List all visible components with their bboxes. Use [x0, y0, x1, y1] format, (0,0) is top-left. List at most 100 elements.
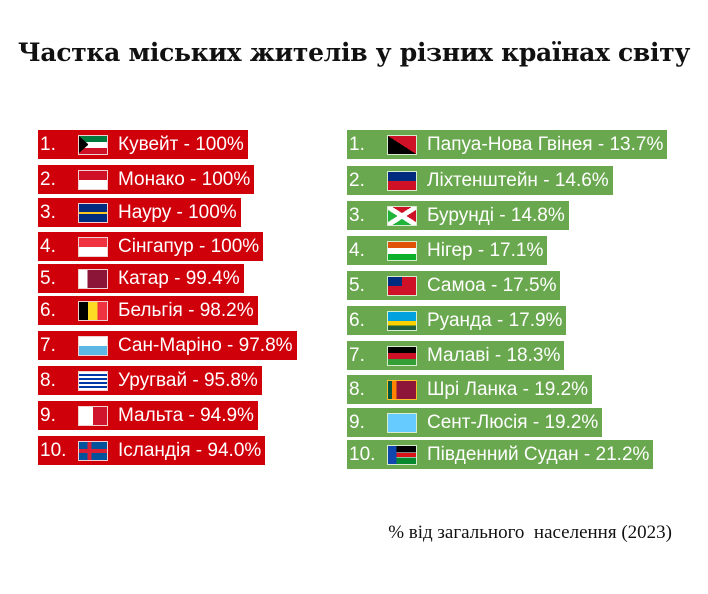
rank: 1.	[40, 133, 56, 155]
country-name: Сан-Маріно	[118, 334, 222, 356]
footnote: % від загального населення (2023)	[388, 522, 672, 543]
urban-share: 97.8%	[238, 334, 293, 356]
flag-ws-icon	[387, 275, 417, 296]
rank: 4.	[349, 239, 365, 261]
urban-share: 95.8%	[203, 369, 258, 391]
urban-share: 17.5%	[502, 274, 557, 296]
list-item: 6. Бельгія - 98.2%	[38, 296, 258, 325]
list-item: 3. Науру - 100%	[38, 198, 241, 227]
urban-share: 98.2%	[199, 299, 254, 321]
list-item: 9. Мальта - 94.9%	[38, 401, 258, 430]
flag-qa-icon	[78, 268, 108, 289]
rank: 2.	[40, 168, 56, 190]
flag-is-icon	[78, 440, 108, 461]
urban-share: 99.4%	[185, 267, 240, 289]
country-name: Кувейт	[118, 133, 179, 155]
flag-lk-icon	[387, 379, 417, 400]
urban-share: 94.9%	[200, 404, 254, 426]
urban-share: 19.2%	[534, 378, 589, 400]
rank: 10.	[40, 439, 67, 461]
page-title: Частка міських жителів у різних країнах …	[17, 38, 691, 67]
country-name: Шрі Ланка	[427, 378, 518, 400]
country-label: Сент-Люсія - 19.2%	[427, 411, 599, 433]
list-item: 2. Ліхтенштейн - 14.6%	[347, 166, 613, 195]
country-name: Південний Судан	[427, 443, 579, 465]
country-label: Сінгапур - 100%	[118, 235, 260, 257]
rank: 5.	[40, 267, 56, 289]
country-label: Руанда - 17.9%	[427, 309, 563, 331]
rank: 10.	[349, 443, 376, 465]
flag-sm-icon	[78, 335, 108, 356]
country-name: Бурунді	[427, 204, 494, 226]
country-name: Нігер	[427, 239, 473, 261]
country-name: Сінгапур	[118, 235, 194, 257]
urban-share: 21.2%	[595, 443, 650, 465]
rank: 7.	[40, 334, 56, 356]
country-label: Ліхтенштейн - 14.6%	[427, 169, 609, 191]
country-name: Малаві	[427, 344, 490, 366]
country-name: Мальта	[118, 404, 184, 426]
list-item: 9. Сент-Люсія - 19.2%	[347, 408, 603, 437]
list-item: 8. Уругвай - 95.8%	[38, 366, 262, 395]
country-label: Науру - 100%	[118, 201, 237, 223]
rank: 2.	[349, 169, 365, 191]
rank: 5.	[349, 274, 365, 296]
urban-share: 14.8%	[510, 204, 565, 226]
rank: 7.	[349, 344, 365, 366]
urban-share: 100%	[195, 133, 244, 155]
country-name: Ісландія	[118, 439, 191, 461]
country-label: Бельгія - 98.2%	[118, 299, 254, 321]
country-name: Самоа	[427, 274, 486, 296]
rank: 3.	[349, 204, 365, 226]
country-label: Бурунді - 14.8%	[427, 204, 565, 226]
urban-share: 94.0%	[207, 439, 262, 461]
country-label: Кувейт - 100%	[118, 133, 244, 155]
list-item: 7. Малаві - 18.3%	[347, 341, 565, 370]
country-label: Південний Судан - 21.2%	[427, 443, 650, 465]
flag-sg-icon	[78, 236, 108, 257]
urban-share: 100%	[210, 235, 260, 257]
country-label: Уругвай - 95.8%	[118, 369, 258, 391]
urban-share: 14.6%	[554, 169, 609, 191]
urban-share: 100%	[188, 201, 237, 223]
rank: 9.	[349, 411, 365, 433]
country-label: Мальта - 94.9%	[118, 404, 254, 426]
country-label: Катар - 99.4%	[118, 267, 240, 289]
country-label: Монако - 100%	[118, 168, 251, 190]
country-name: Науру	[118, 201, 172, 223]
flag-uy-icon	[78, 370, 108, 391]
rank: 1.	[349, 133, 365, 155]
rank: 4.	[40, 235, 56, 257]
urban-share: 18.3%	[506, 344, 561, 366]
list-item: 1. Кувейт - 100%	[38, 130, 248, 159]
list-item: 8. Шрі Ланка - 19.2%	[347, 375, 593, 404]
urban-share: 17.1%	[489, 239, 544, 261]
country-name: Папуа-Нова Гвінея	[427, 133, 593, 155]
list-item: 3. Бурунді - 14.8%	[347, 201, 569, 230]
country-label: Шрі Ланка - 19.2%	[427, 378, 589, 400]
list-item: 7. Сан-Маріно - 97.8%	[38, 331, 297, 360]
flag-pg-icon	[387, 134, 417, 155]
country-name: Катар	[118, 267, 169, 289]
flag-lc-icon	[387, 412, 417, 433]
urban-share: 19.2%	[544, 411, 599, 433]
list-item: 10. Південний Судан - 21.2%	[347, 440, 654, 469]
flag-mt-icon	[78, 405, 108, 426]
urban-share: 17.9%	[508, 309, 563, 331]
list-item: 10. Ісландія - 94.0%	[38, 436, 266, 465]
flag-rw-icon	[387, 310, 417, 331]
rank: 8.	[349, 378, 365, 400]
flag-nr-icon	[78, 202, 108, 223]
list-item: 1. Папуа-Нова Гвінея - 13.7%	[347, 130, 668, 159]
country-name: Уругвай	[118, 369, 188, 391]
list-item: 4. Нігер - 17.1%	[347, 236, 548, 265]
country-name: Руанда	[427, 309, 492, 331]
flag-bi-icon	[387, 205, 417, 226]
urban-share: 100%	[201, 168, 251, 190]
rank: 3.	[40, 201, 56, 223]
flag-li-icon	[387, 170, 417, 191]
country-name: Ліхтенштейн	[427, 169, 538, 191]
rank: 6.	[40, 299, 56, 321]
flag-kw-icon	[78, 134, 108, 155]
